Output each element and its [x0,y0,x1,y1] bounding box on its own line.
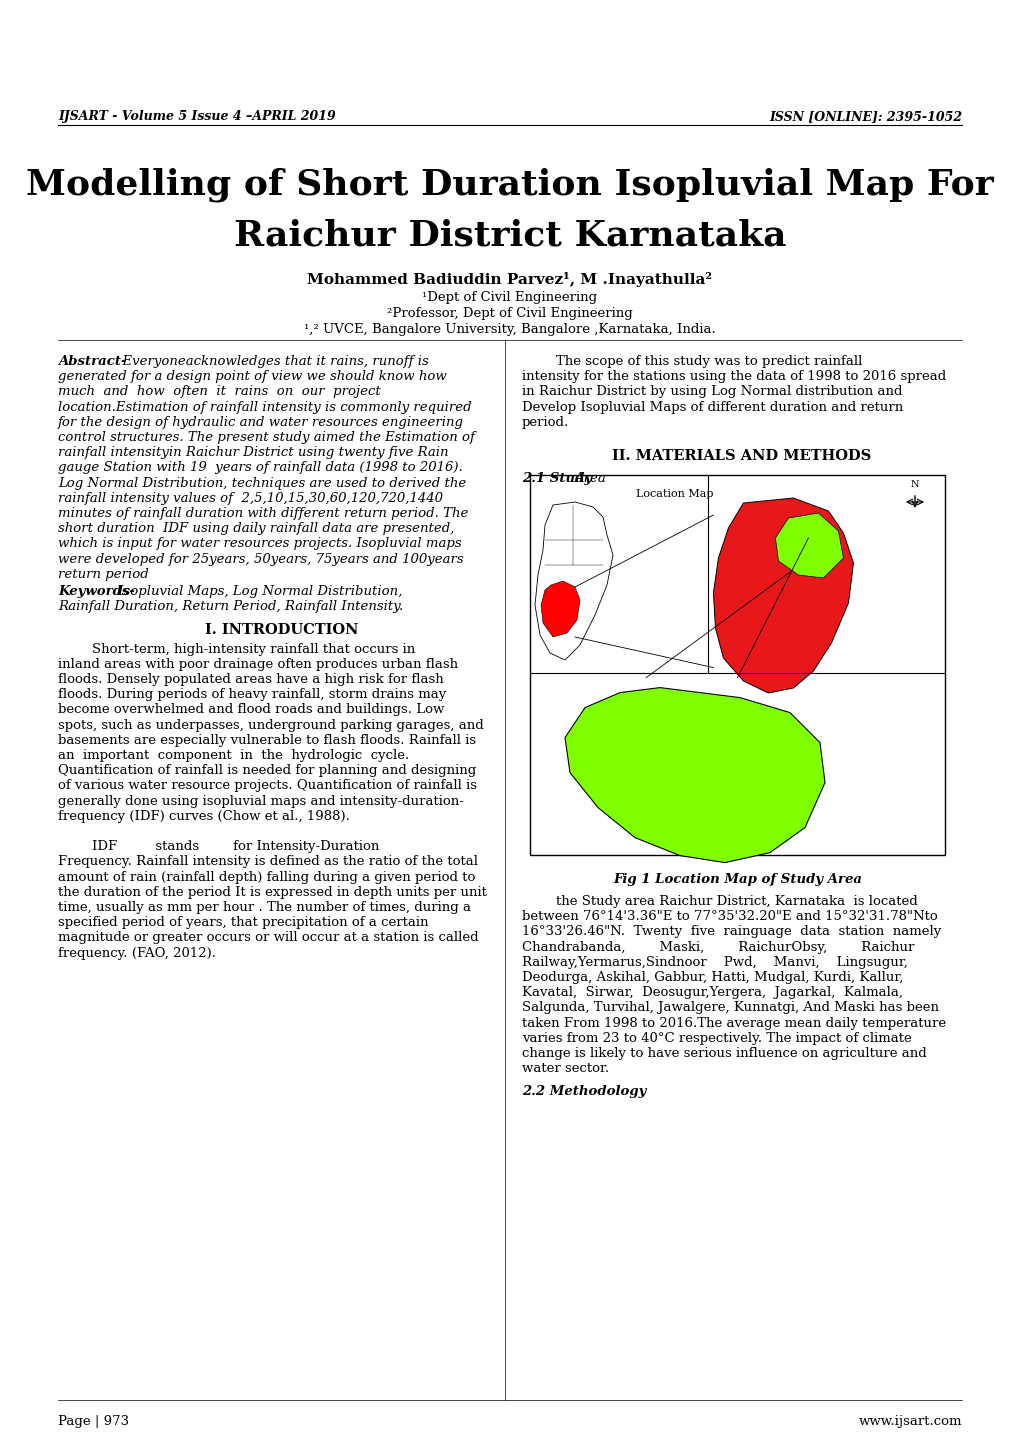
Text: IDF         stands        for Intensity-Duration: IDF stands for Intensity-Duration [58,840,379,853]
Text: time, usually as mm per hour . The number of times, during a: time, usually as mm per hour . The numbe… [58,900,471,913]
Text: change is likely to have serious influence on agriculture and: change is likely to have serious influen… [522,1048,926,1061]
Polygon shape [712,498,853,693]
Polygon shape [535,502,612,659]
Text: ¹,² UVCE, Bangalore University, Bangalore ,Karnataka, India.: ¹,² UVCE, Bangalore University, Bangalor… [304,323,715,336]
Text: Rainfall Duration, Return Period, Rainfall Intensity.: Rainfall Duration, Return Period, Rainfa… [58,600,403,613]
Text: generally done using isopluvial maps and intensity-duration-: generally done using isopluvial maps and… [58,795,464,808]
Text: Mohammed Badiuddin Parvez¹, M .Inayathulla²: Mohammed Badiuddin Parvez¹, M .Inayathul… [307,271,712,287]
Text: Deodurga, Askihal, Gabbur, Hatti, Mudgal, Kurdi, Kallur,: Deodurga, Askihal, Gabbur, Hatti, Mudgal… [522,971,903,984]
Text: Page | 973: Page | 973 [58,1416,129,1429]
Text: 16°33'26.46"N.  Twenty  five  rainguage  data  station  namely: 16°33'26.46"N. Twenty five rainguage dat… [522,925,941,938]
Text: floods. During periods of heavy rainfall, storm drains may: floods. During periods of heavy rainfall… [58,688,446,701]
Text: basements are especially vulnerable to flash floods. Rainfall is: basements are especially vulnerable to f… [58,734,476,747]
Text: Location Map: Location Map [636,489,713,499]
Text: intensity for the stations using the data of 1998 to 2016 spread: intensity for the stations using the dat… [522,371,946,384]
Text: location.Estimation of rainfall intensity is commonly required: location.Estimation of rainfall intensit… [58,401,471,414]
Text: Everyoneacknowledges that it rains, runoff is: Everyoneacknowledges that it rains, runo… [114,355,428,368]
Text: www.ijsart.com: www.ijsart.com [858,1416,961,1429]
Text: Keywords-: Keywords- [58,584,135,597]
Text: ISSN [ONLINE]: 2395-1052: ISSN [ONLINE]: 2395-1052 [768,110,961,123]
Polygon shape [565,688,824,863]
Text: of various water resource projects. Quantification of rainfall is: of various water resource projects. Quan… [58,779,477,792]
Text: water sector.: water sector. [522,1062,608,1075]
Text: Raichur District Karnataka: Raichur District Karnataka [233,218,786,253]
Text: II. MATERIALS AND METHODS: II. MATERIALS AND METHODS [611,449,871,463]
Text: for the design of hydraulic and water resources engineering: for the design of hydraulic and water re… [58,416,464,429]
Text: Isopluvial Maps, Log Normal Distribution,: Isopluvial Maps, Log Normal Distribution… [114,584,401,597]
Text: Salgunda, Turvihal, Jawalgere, Kunnatgi, And Maski has been: Salgunda, Turvihal, Jawalgere, Kunnatgi,… [522,1001,938,1014]
Polygon shape [774,514,843,579]
Text: Quantification of rainfall is needed for planning and designing: Quantification of rainfall is needed for… [58,765,476,778]
Text: 2.1 Study: 2.1 Study [522,472,596,485]
Text: Develop Isopluvial Maps of different duration and return: Develop Isopluvial Maps of different dur… [522,401,903,414]
Text: rainfall intensity values of  2,5,10,15,30,60,120,720,1440: rainfall intensity values of 2,5,10,15,3… [58,492,442,505]
Text: frequency (IDF) curves (Chow et al., 1988).: frequency (IDF) curves (Chow et al., 198… [58,810,350,823]
Text: specified period of years, that precipitation of a certain: specified period of years, that precipit… [58,916,428,929]
Text: Log Normal Distribution, techniques are used to derived the: Log Normal Distribution, techniques are … [58,476,466,489]
Text: generated for a design point of view we should know how: generated for a design point of view we … [58,371,446,384]
Text: I. INTRODUCTION: I. INTRODUCTION [205,623,358,638]
Text: varies from 23 to 40°C respectively. The impact of climate: varies from 23 to 40°C respectively. The… [522,1032,911,1045]
Text: Modelling of Short Duration Isopluvial Map For: Modelling of Short Duration Isopluvial M… [26,167,993,202]
Text: short duration  IDF using daily rainfall data are presented,: short duration IDF using daily rainfall … [58,522,454,535]
Text: between 76°14'3.36"E to 77°35'32.20"E and 15°32'31.78"Nto: between 76°14'3.36"E to 77°35'32.20"E an… [522,911,936,924]
Text: inland areas with poor drainage often produces urban flash: inland areas with poor drainage often pr… [58,658,458,671]
Text: magnitude or greater occurs or will occur at a station is called: magnitude or greater occurs or will occu… [58,931,478,944]
Text: control structures. The present study aimed the Estimation of: control structures. The present study ai… [58,431,475,444]
Bar [530,475,944,856]
Text: period.: period. [522,416,569,429]
Text: rainfall intensityin Raichur District using twenty five Rain: rainfall intensityin Raichur District us… [58,446,448,459]
Text: gauge Station with 19  years of rainfall data (1998 to 2016).: gauge Station with 19 years of rainfall … [58,462,463,475]
Text: become overwhelmed and flood roads and buildings. Low: become overwhelmed and flood roads and b… [58,703,444,716]
Text: were developed for 25years, 50years, 75years and 100years: were developed for 25years, 50years, 75y… [58,553,464,566]
Text: Fig 1 Location Map of Study Area: Fig 1 Location Map of Study Area [612,873,861,886]
Text: minutes of rainfall duration with different return period. The: minutes of rainfall duration with differ… [58,506,468,519]
Text: IJSART - Volume 5 Issue 4 –APRIL 2019: IJSART - Volume 5 Issue 4 –APRIL 2019 [58,110,335,123]
Text: return period: return period [58,567,149,580]
Text: 2.2 Methodology: 2.2 Methodology [522,1085,646,1098]
Text: frequency. (FAO, 2012).: frequency. (FAO, 2012). [58,947,216,960]
Text: in Raichur District by using Log Normal distribution and: in Raichur District by using Log Normal … [522,385,902,398]
Text: Kavatal,  Sirwar,  Deosugur,Yergera,  Jagarkal,  Kalmala,: Kavatal, Sirwar, Deosugur,Yergera, Jagar… [522,986,902,999]
Text: much  and  how  often  it  rains  on  our  project: much and how often it rains on our proje… [58,385,380,398]
Text: amount of rain (rainfall depth) falling during a given period to: amount of rain (rainfall depth) falling … [58,870,475,883]
Text: Frequency. Rainfall intensity is defined as the ratio of the total: Frequency. Rainfall intensity is defined… [58,856,478,869]
Text: Railway,Yermarus,Sindnoor    Pwd,    Manvi,    Lingsugur,: Railway,Yermarus,Sindnoor Pwd, Manvi, Li… [522,955,907,968]
Text: spots, such as underpasses, underground parking garages, and: spots, such as underpasses, underground … [58,719,483,732]
Text: the Study area Raichur District, Karnataka  is located: the Study area Raichur District, Karnata… [522,895,917,908]
Polygon shape [540,582,580,636]
Text: taken From 1998 to 2016.The average mean daily temperature: taken From 1998 to 2016.The average mean… [522,1017,946,1030]
Text: an  important  component  in  the  hydrologic  cycle.: an important component in the hydrologic… [58,749,409,762]
Text: Chandrabanda,        Maski,        RaichurObsy,        Raichur: Chandrabanda, Maski, RaichurObsy, Raichu… [522,941,913,954]
Text: floods. Densely populated areas have a high risk for flash: floods. Densely populated areas have a h… [58,672,443,685]
Text: ¹Dept of Civil Engineering: ¹Dept of Civil Engineering [422,291,597,304]
Text: the duration of the period It is expressed in depth units per unit: the duration of the period It is express… [58,886,486,899]
Text: N: N [910,481,918,489]
Text: ²Professor, Dept of Civil Engineering: ²Professor, Dept of Civil Engineering [387,307,632,320]
Text: The scope of this study was to predict rainfall: The scope of this study was to predict r… [522,355,861,368]
Text: which is input for water resources projects. Isopluvial maps: which is input for water resources proje… [58,537,462,550]
Text: Area: Area [574,472,605,485]
Text: Abstract-: Abstract- [58,355,126,368]
Text: Short-term, high-intensity rainfall that occurs in: Short-term, high-intensity rainfall that… [58,642,415,655]
